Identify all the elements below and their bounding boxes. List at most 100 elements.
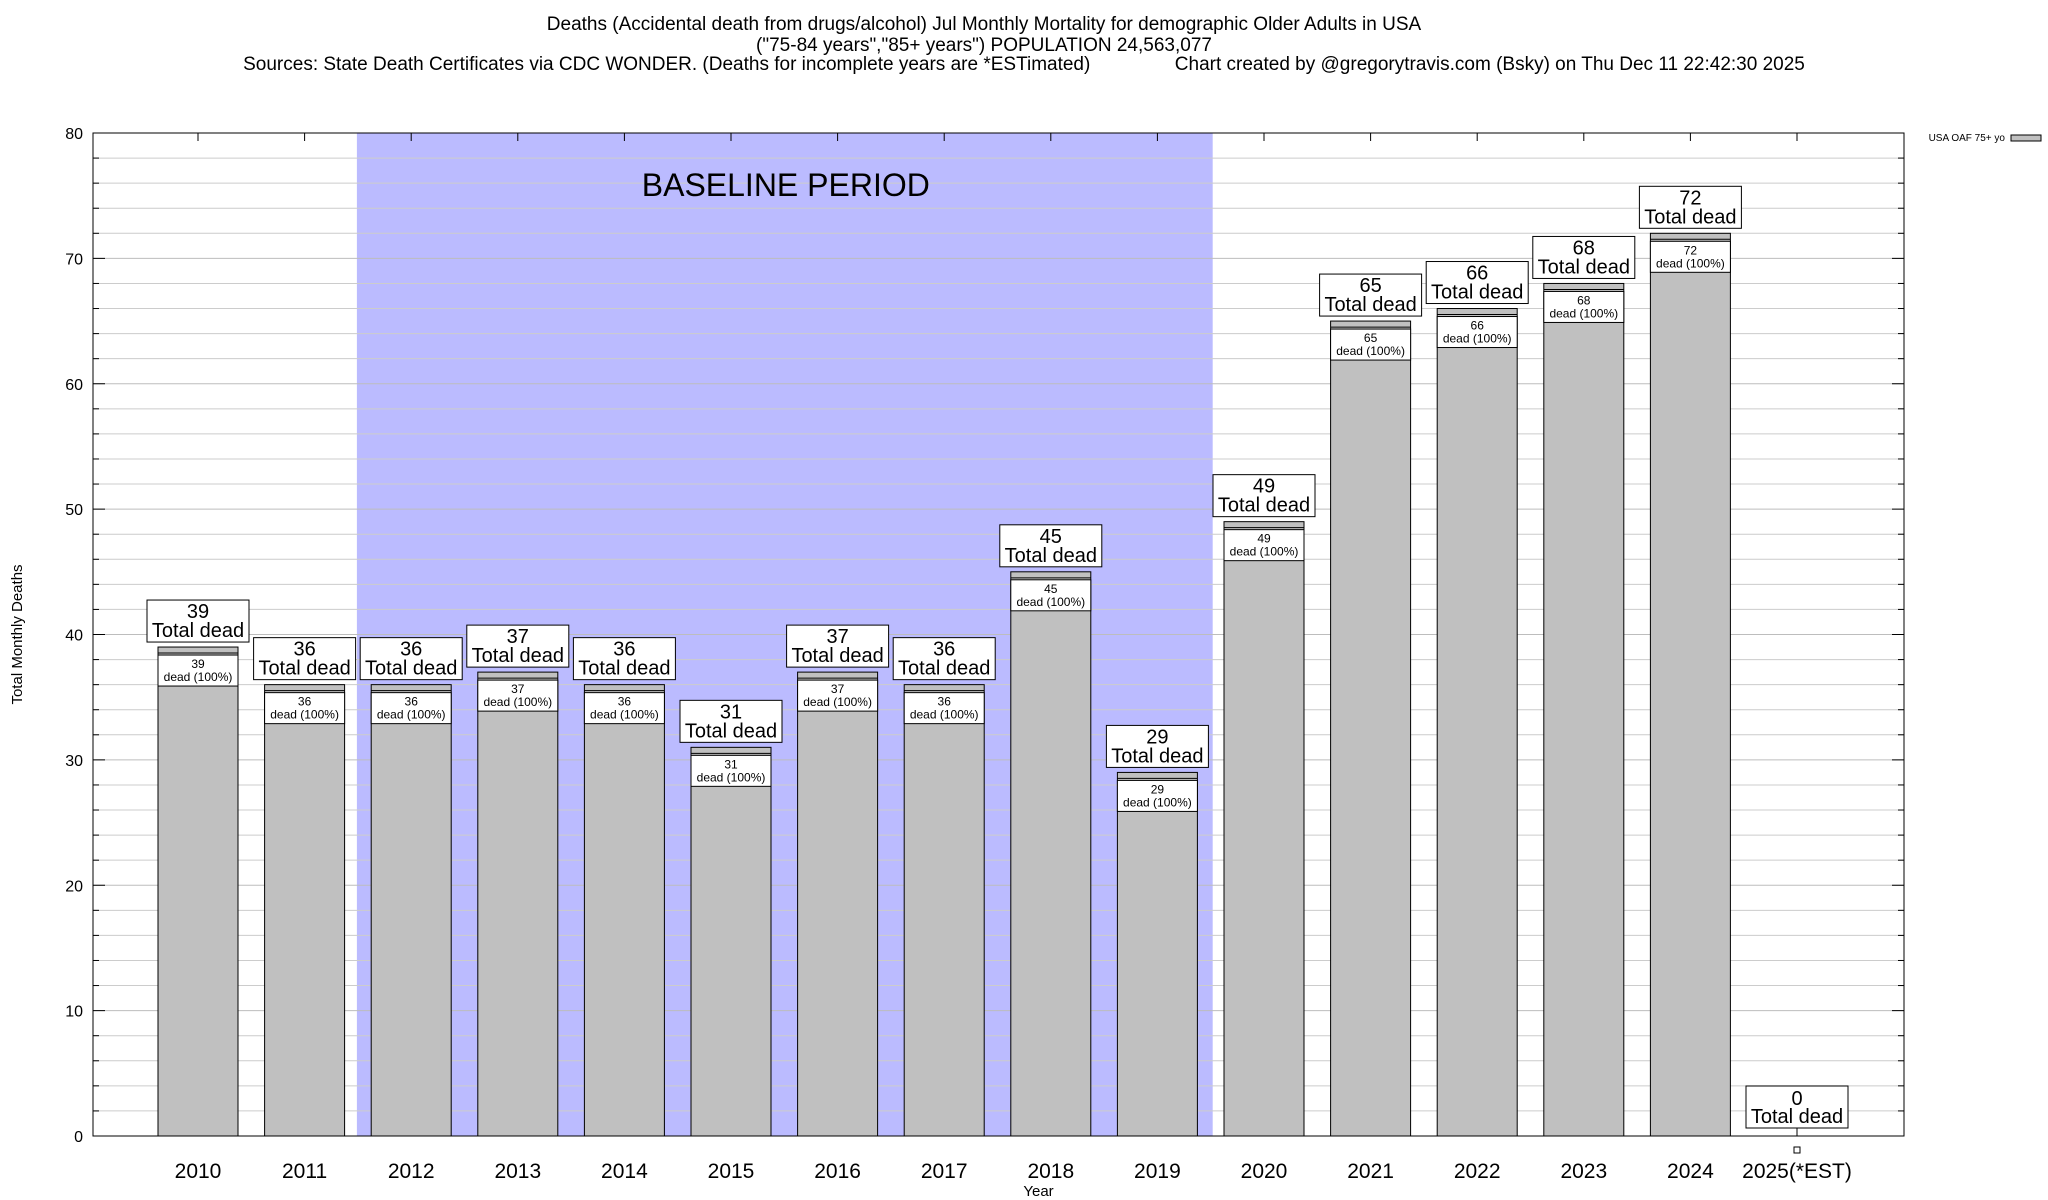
bar xyxy=(1010,571,1092,1137)
y-tick-label: 80 xyxy=(65,126,83,143)
total-dead-text-label: Total dead xyxy=(1431,282,1523,304)
total-dead-value-label: 36 xyxy=(293,639,315,661)
total-dead-box xyxy=(1425,261,1529,305)
bar xyxy=(477,671,559,1137)
total-dead-value-label: 36 xyxy=(400,639,422,661)
x-tick-label: 2024 xyxy=(1667,1160,1714,1183)
total-dead-box xyxy=(1105,724,1209,768)
plot-frame xyxy=(92,132,1905,1137)
bar-inner-label-box xyxy=(1649,240,1731,273)
y-tick-label: 0 xyxy=(74,1129,83,1146)
total-dead-value-label: 0 xyxy=(1791,1088,1802,1110)
total-dead-text-label: Total dead xyxy=(791,645,883,667)
bar-inner-pct-label: dead (100%) xyxy=(164,670,233,684)
bar-inner-value-label: 72 xyxy=(1684,243,1698,257)
bar-inner-value-label: 36 xyxy=(938,695,952,709)
bar-inner-pct-label: dead (100%) xyxy=(1336,344,1405,358)
y-tick-label: 60 xyxy=(65,377,83,394)
total-dead-value-label: 31 xyxy=(720,701,742,723)
bar xyxy=(1543,282,1625,1137)
total-dead-value-label: 37 xyxy=(507,626,529,648)
y-tick-label: 20 xyxy=(65,878,83,895)
x-tick-label: 2019 xyxy=(1134,1160,1181,1183)
x-tick-label: 2011 xyxy=(282,1160,327,1183)
legend-swatch xyxy=(2010,134,2042,142)
bar-inner-label-box xyxy=(157,654,239,687)
bar-inner-pct-label: dead (100%) xyxy=(1230,545,1299,559)
bar-inner-label-box xyxy=(1330,328,1412,361)
total-dead-text-label: Total dead xyxy=(1324,294,1416,316)
bar-inner-label-box xyxy=(1223,529,1305,562)
x-tick-label: 2021 xyxy=(1347,1160,1394,1183)
total-dead-value-label: 72 xyxy=(1679,187,1701,209)
x-tick-label: 2017 xyxy=(921,1160,968,1183)
total-dead-text-label: Total dead xyxy=(152,620,244,642)
bar-inner-value-label: 37 xyxy=(831,682,845,696)
bar xyxy=(1649,232,1731,1137)
bar-inner-value-label: 68 xyxy=(1577,293,1591,307)
bar-inner-pct-label: dead (100%) xyxy=(1123,795,1192,809)
total-dead-box xyxy=(1532,235,1636,279)
total-dead-text-label: Total dead xyxy=(1005,545,1097,567)
total-dead-value-label: 65 xyxy=(1359,275,1381,297)
total-dead-value-label: 36 xyxy=(933,639,955,661)
bar-inner-value-label: 39 xyxy=(191,657,205,671)
bar-inner-label-box xyxy=(477,679,559,712)
bar-inner-label-box xyxy=(583,692,665,725)
bar-inner-pct-label: dead (100%) xyxy=(1443,332,1512,346)
y-tick-label: 30 xyxy=(65,753,83,770)
total-dead-value-label: 37 xyxy=(826,626,848,648)
y-tick-label: 50 xyxy=(65,502,83,519)
bar-inner-pct-label: dead (100%) xyxy=(803,695,872,709)
bar-inner-pct-label: dead (100%) xyxy=(483,695,552,709)
total-dead-box xyxy=(253,637,357,681)
bar-inner-value-label: 66 xyxy=(1471,319,1485,333)
bar xyxy=(903,684,985,1137)
total-dead-value-label: 66 xyxy=(1466,263,1488,285)
total-dead-text-label: Total dead xyxy=(258,658,350,680)
bar-inner-pct-label: dead (100%) xyxy=(1656,256,1725,270)
total-dead-text-label: Total dead xyxy=(1538,256,1630,278)
x-tick-label: 2014 xyxy=(601,1160,648,1183)
total-dead-box xyxy=(1212,474,1316,518)
total-dead-box xyxy=(786,624,890,668)
bar-inner-pct-label: dead (100%) xyxy=(1016,595,1085,609)
bar-inner-pct-label: dead (100%) xyxy=(910,708,979,722)
y-tick-label: 10 xyxy=(65,1004,83,1021)
total-dead-value-label: 29 xyxy=(1146,726,1168,748)
bar-inner-value-label: 36 xyxy=(405,695,419,709)
bar xyxy=(1116,771,1198,1137)
total-dead-text-label: Total dead xyxy=(685,720,777,742)
chart-title-line-3: Sources: State Death Certificates via CD… xyxy=(243,54,1805,75)
bar xyxy=(1436,308,1518,1137)
total-dead-text-label: Total dead xyxy=(1218,495,1310,517)
bar xyxy=(1793,1146,1801,1154)
total-dead-text-label: Total dead xyxy=(1644,206,1736,228)
bar xyxy=(264,684,346,1137)
total-dead-box xyxy=(1638,185,1742,229)
total-dead-box xyxy=(1319,273,1423,317)
total-dead-box xyxy=(572,637,676,681)
x-axis-label: Year xyxy=(1023,1183,1053,1200)
bar-inner-label-box xyxy=(1436,316,1518,349)
bar-inner-value-label: 36 xyxy=(298,695,312,709)
bar xyxy=(157,646,239,1137)
bar-inner-pct-label: dead (100%) xyxy=(1549,306,1618,320)
total-dead-box xyxy=(999,524,1103,568)
bar-inner-value-label: 65 xyxy=(1364,331,1378,345)
bar-inner-pct-label: dead (100%) xyxy=(377,708,446,722)
x-tick-label: 2023 xyxy=(1560,1160,1607,1183)
total-dead-value-label: 49 xyxy=(1253,476,1275,498)
legend-label: USA OAF 75+ yo xyxy=(1929,133,2006,144)
total-dead-value-label: 45 xyxy=(1040,526,1062,548)
total-dead-value-label: 39 xyxy=(187,601,209,623)
total-dead-text-label: Total dead xyxy=(898,658,990,680)
baseline-period-label: BASELINE PERIOD xyxy=(642,167,930,203)
total-dead-value-label: 68 xyxy=(1573,237,1595,259)
total-dead-box xyxy=(1745,1085,1849,1129)
bar-inner-label-box xyxy=(1116,779,1198,812)
bar-inner-label-box xyxy=(797,679,879,712)
bar-inner-value-label: 37 xyxy=(511,682,525,696)
total-dead-text-label: Total dead xyxy=(578,658,670,680)
